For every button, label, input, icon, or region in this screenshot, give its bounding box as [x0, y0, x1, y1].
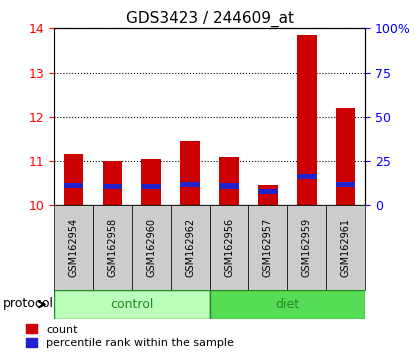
- Bar: [93, 205, 132, 290]
- Bar: [210, 205, 249, 290]
- Bar: [132, 205, 171, 290]
- Bar: [181, 141, 200, 205]
- Bar: [171, 205, 210, 290]
- Bar: [142, 159, 161, 205]
- Bar: [54, 290, 210, 319]
- Bar: [326, 205, 365, 290]
- Bar: [219, 183, 239, 189]
- Text: GSM162961: GSM162961: [341, 218, 351, 277]
- Bar: [103, 184, 122, 189]
- Bar: [336, 108, 356, 205]
- Bar: [258, 185, 278, 205]
- Text: control: control: [110, 298, 154, 311]
- Bar: [297, 174, 317, 179]
- Text: GSM162962: GSM162962: [185, 218, 195, 278]
- Title: GDS3423 / 244609_at: GDS3423 / 244609_at: [126, 11, 293, 27]
- Text: diet: diet: [275, 298, 300, 311]
- Bar: [297, 35, 317, 205]
- Text: GSM162958: GSM162958: [107, 218, 117, 278]
- Legend: count, percentile rank within the sample: count, percentile rank within the sample: [26, 324, 234, 348]
- Text: protocol: protocol: [3, 297, 54, 309]
- Text: GSM162954: GSM162954: [68, 218, 78, 278]
- Bar: [142, 184, 161, 189]
- Text: GSM162957: GSM162957: [263, 218, 273, 278]
- Bar: [249, 205, 287, 290]
- Bar: [181, 182, 200, 187]
- Bar: [63, 154, 83, 205]
- Text: GSM162959: GSM162959: [302, 218, 312, 278]
- Bar: [219, 157, 239, 205]
- Text: GSM162956: GSM162956: [224, 218, 234, 278]
- Bar: [336, 182, 356, 187]
- Text: GSM162960: GSM162960: [146, 218, 156, 277]
- Bar: [287, 205, 326, 290]
- Bar: [54, 205, 93, 290]
- Bar: [258, 189, 278, 194]
- Bar: [103, 161, 122, 205]
- Bar: [63, 183, 83, 188]
- Bar: [210, 290, 365, 319]
